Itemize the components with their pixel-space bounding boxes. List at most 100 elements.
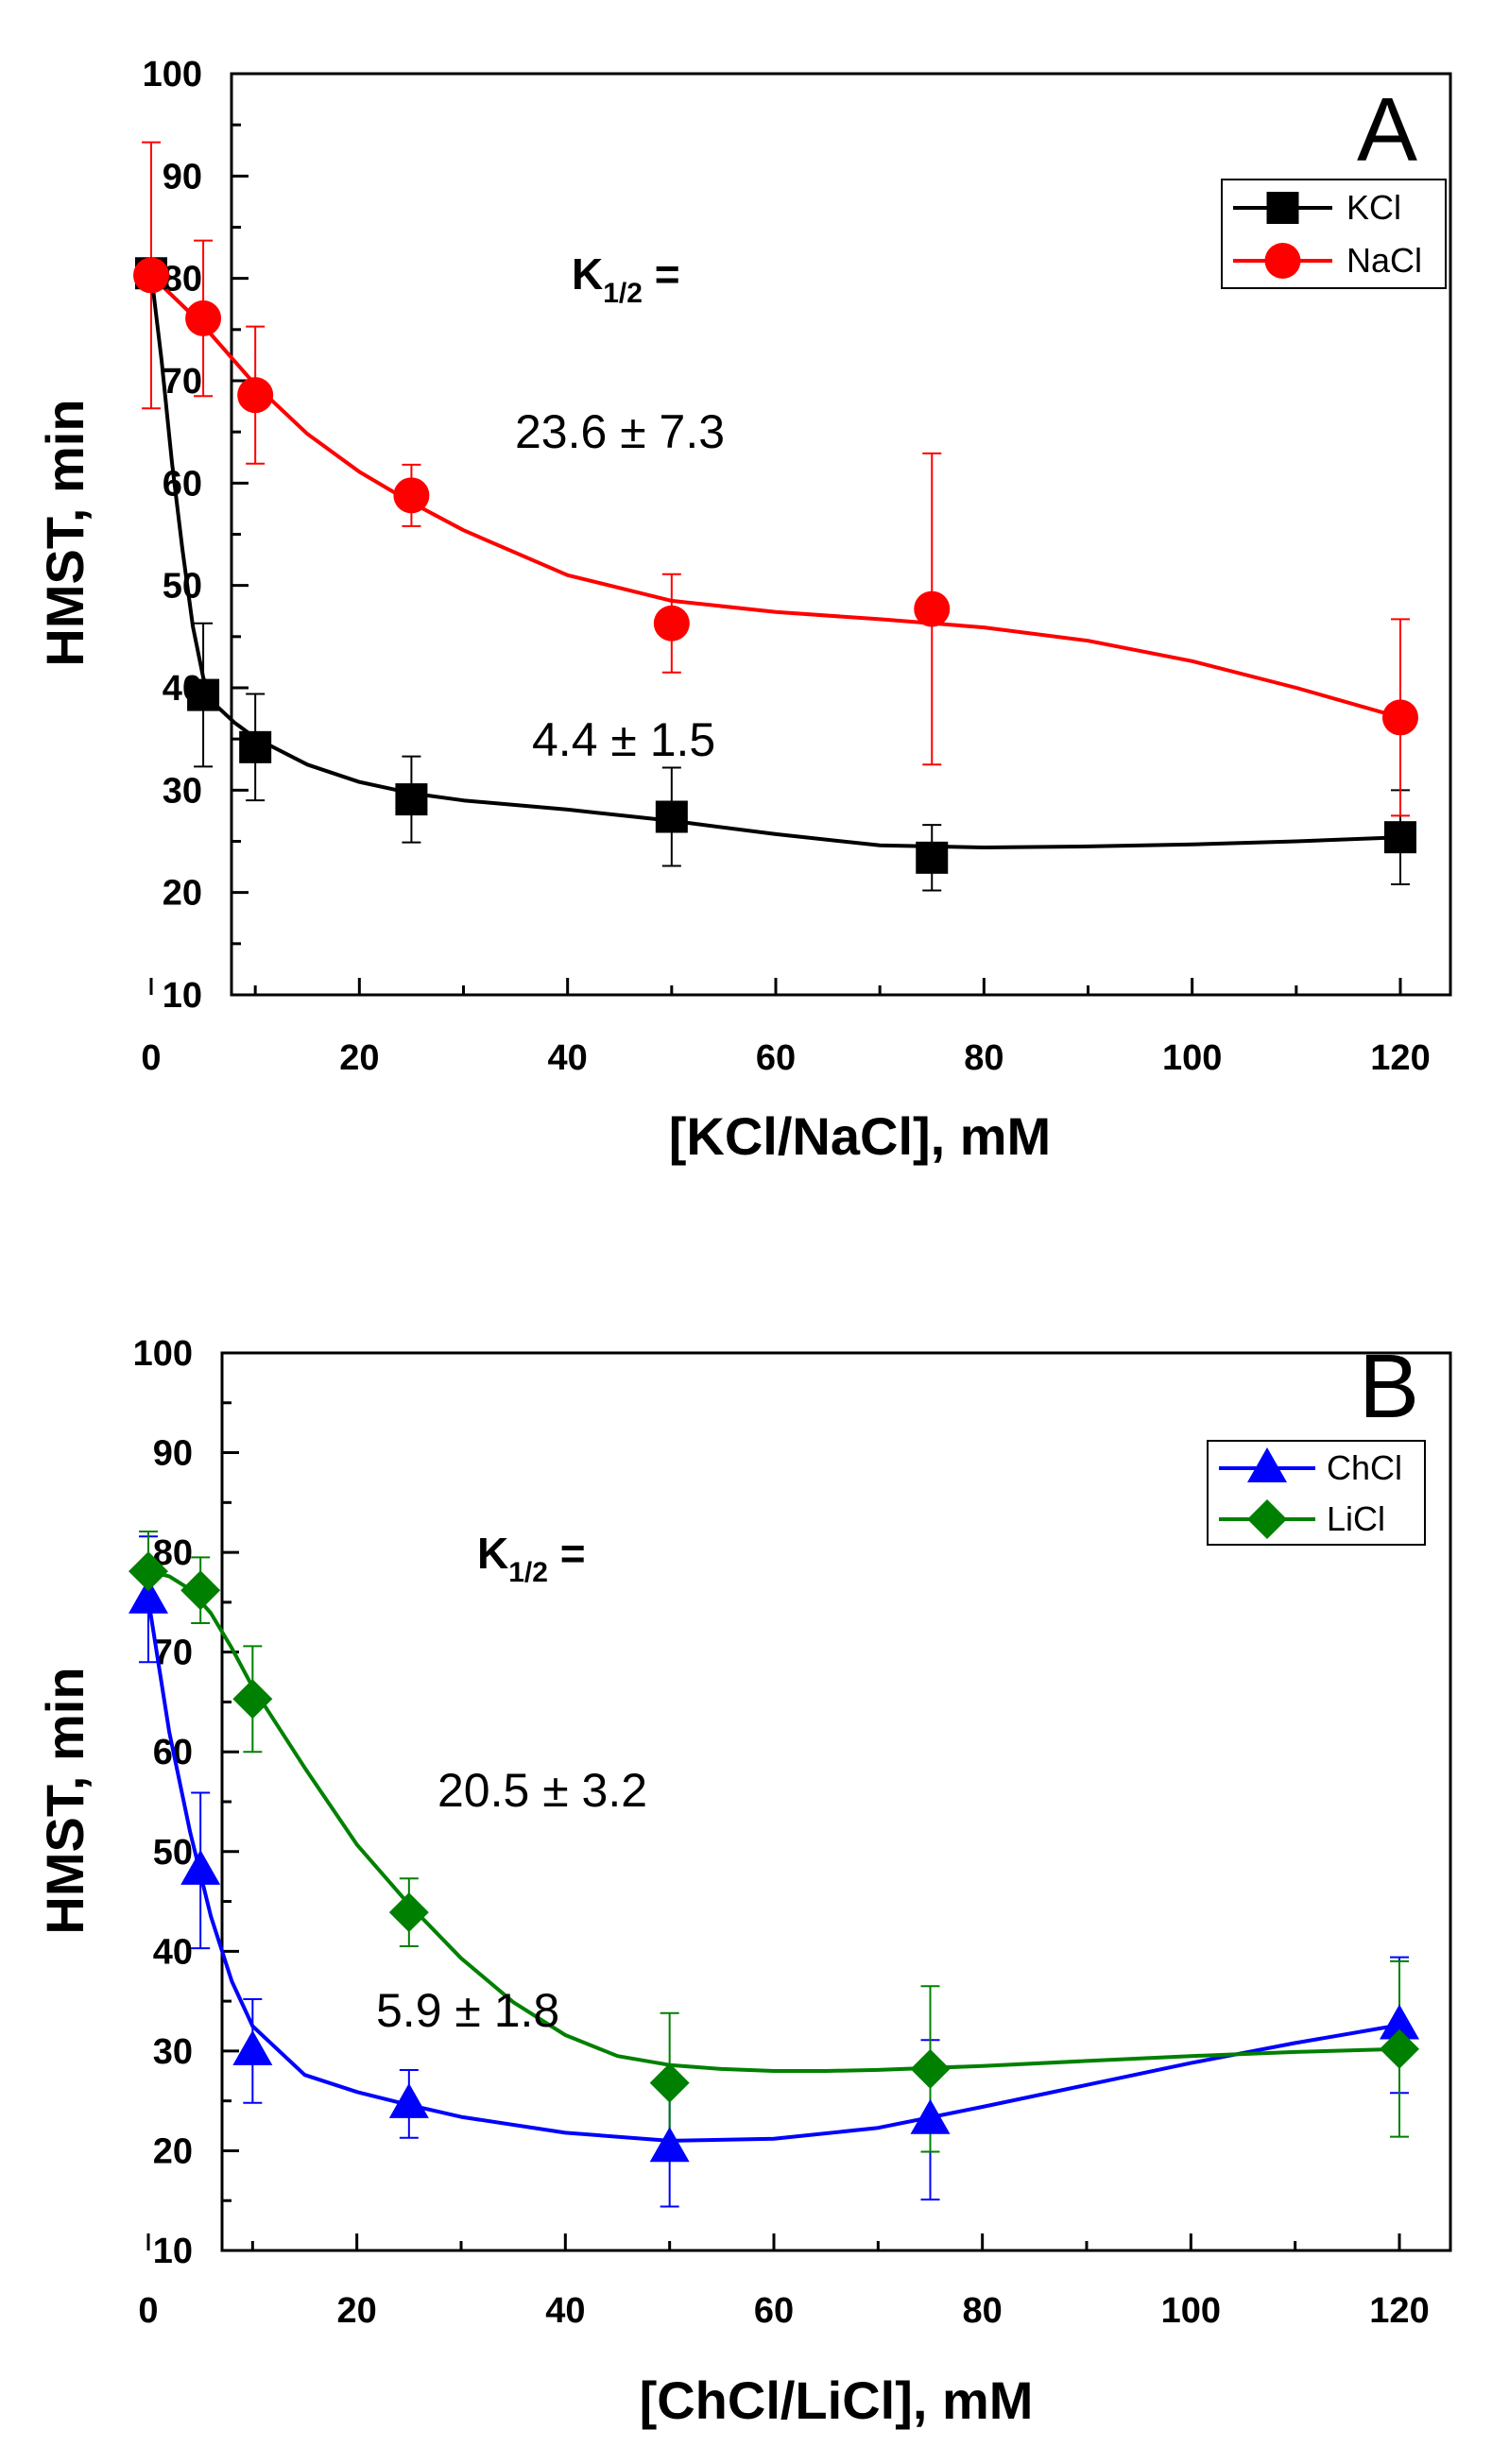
y-tick-label: 30 <box>153 2032 193 2072</box>
y-tick-label: 10 <box>163 976 202 1016</box>
marker-licl <box>1380 2028 1419 2069</box>
marker-kcl <box>1384 821 1416 854</box>
marker-chcl <box>1380 2004 1419 2040</box>
marker-kcl <box>395 783 428 816</box>
y-tick-label: 70 <box>163 362 202 402</box>
legend-label-chcl: ChCl <box>1327 1448 1402 1487</box>
fit-curve-licl <box>147 1569 1400 2073</box>
k-half-label-a: K1/2 = <box>572 249 680 309</box>
marker-chcl <box>649 2127 690 2163</box>
x-tick-label: 0 <box>141 1038 161 1078</box>
legend-a: KCl NaCl <box>1221 179 1447 289</box>
legend-items-b <box>1219 1447 1315 1539</box>
marker-kcl <box>916 841 949 874</box>
y-tick-label: 50 <box>163 567 202 607</box>
marker-nacl <box>1382 699 1418 736</box>
k-half-chcl: 5.9 ± 1.8 <box>376 1984 559 2037</box>
markers-b <box>129 1551 1419 2163</box>
marker-chcl <box>910 2098 951 2134</box>
marker-nacl <box>393 477 430 514</box>
ticks-b <box>146 1351 1401 2252</box>
k-half-sub-a: 1/2 <box>603 278 643 309</box>
x-tick-label: 120 <box>1369 2291 1429 2331</box>
legend-marker-kcl <box>1266 192 1299 224</box>
x-tick-label: 40 <box>548 1038 588 1078</box>
legend-marker-licl <box>1247 1499 1287 1539</box>
k-half-k-a: K <box>572 249 603 299</box>
y-tick-label: 20 <box>153 2131 193 2171</box>
fit-curves-b <box>146 1569 1400 2143</box>
legend-label-kcl: KCl <box>1346 188 1401 227</box>
marker-nacl <box>133 257 169 294</box>
k-half-sub-b: 1/2 <box>508 1557 548 1588</box>
legend-marker-nacl <box>1264 243 1301 279</box>
error-bars-b <box>139 1530 1409 2208</box>
x-tick-label: 100 <box>1162 1038 1222 1078</box>
x-tick-label: 100 <box>1161 2291 1221 2331</box>
marker-licl <box>649 2062 690 2103</box>
y-tick-label: 90 <box>163 157 202 197</box>
marker-licl <box>388 1892 429 1933</box>
k-half-eq-b: = <box>548 1529 586 1578</box>
y-tick-label: 50 <box>153 1833 193 1873</box>
k-half-k-b: K <box>477 1529 508 1578</box>
y-axis-title-b: HMST, min <box>35 1667 94 1934</box>
x-tick-label: 80 <box>963 2291 1003 2331</box>
marker-kcl <box>187 678 220 711</box>
y-tick-label: 10 <box>153 2232 193 2271</box>
legend-box-b <box>1207 1440 1426 1546</box>
fit-curve-nacl <box>149 273 1401 720</box>
marker-kcl <box>239 730 272 763</box>
x-tick-label: 80 <box>964 1038 1003 1078</box>
legend-label-nacl: NaCl <box>1346 241 1422 280</box>
x-axis-title-b: [ChCl/LiCl], mM <box>640 2370 1034 2430</box>
k-half-licl: 20.5 ± 3.2 <box>437 1764 647 1817</box>
marker-nacl <box>237 377 274 414</box>
marker-nacl <box>653 605 690 642</box>
x-tick-label: 40 <box>545 2291 585 2331</box>
x-tick-label: 20 <box>339 1038 379 1078</box>
panel-letter-b: B <box>1359 1336 1419 1437</box>
marker-licl <box>180 1570 221 1611</box>
marker-chcl <box>232 2029 273 2065</box>
marker-licl <box>232 1679 273 1720</box>
fit-curve-chcl <box>146 1599 1400 2143</box>
y-tick-label: 20 <box>163 874 202 914</box>
x-tick-label: 0 <box>138 2291 158 2331</box>
marker-chcl <box>129 1578 168 1614</box>
x-tick-label: 20 <box>337 2291 377 2331</box>
panel-letter-a: A <box>1357 79 1417 180</box>
y-tick-label: 90 <box>153 1434 193 1474</box>
ticks-a <box>149 72 1402 997</box>
marker-chcl <box>388 2082 429 2118</box>
y-tick-label: 100 <box>133 1334 193 1374</box>
marker-chcl <box>180 1849 221 1885</box>
y-tick-label: 30 <box>163 771 202 811</box>
legend-box-a <box>1221 179 1447 289</box>
legend-label-licl: LiCl <box>1327 1499 1385 1538</box>
x-tick-label: 120 <box>1370 1038 1430 1078</box>
y-axis-title-a: HMST, min <box>35 399 94 666</box>
legend-items-a <box>1233 192 1332 279</box>
k-half-nacl: 23.6 ± 7.3 <box>515 405 725 458</box>
fit-curve-kcl <box>149 273 1401 849</box>
marker-nacl <box>914 590 951 627</box>
fit-curves-a <box>149 273 1401 849</box>
x-tick-label: 60 <box>756 1038 796 1078</box>
markers-a <box>133 257 1418 874</box>
k-half-label-b: K1/2 = <box>477 1529 586 1588</box>
legend-b: ChCl LiCl <box>1207 1440 1426 1546</box>
marker-licl <box>910 2048 951 2089</box>
y-tick-label: 60 <box>163 464 202 504</box>
legend-marker-chcl <box>1247 1447 1287 1482</box>
y-tick-label: 40 <box>153 1932 193 1972</box>
k-half-eq-a: = <box>643 249 680 299</box>
k-half-kcl: 4.4 ± 1.5 <box>532 713 715 766</box>
x-axis-title-a: [KCl/NaCl], mM <box>669 1106 1051 1166</box>
error-bars-a <box>142 141 1410 892</box>
y-tick-label: 100 <box>143 55 202 94</box>
